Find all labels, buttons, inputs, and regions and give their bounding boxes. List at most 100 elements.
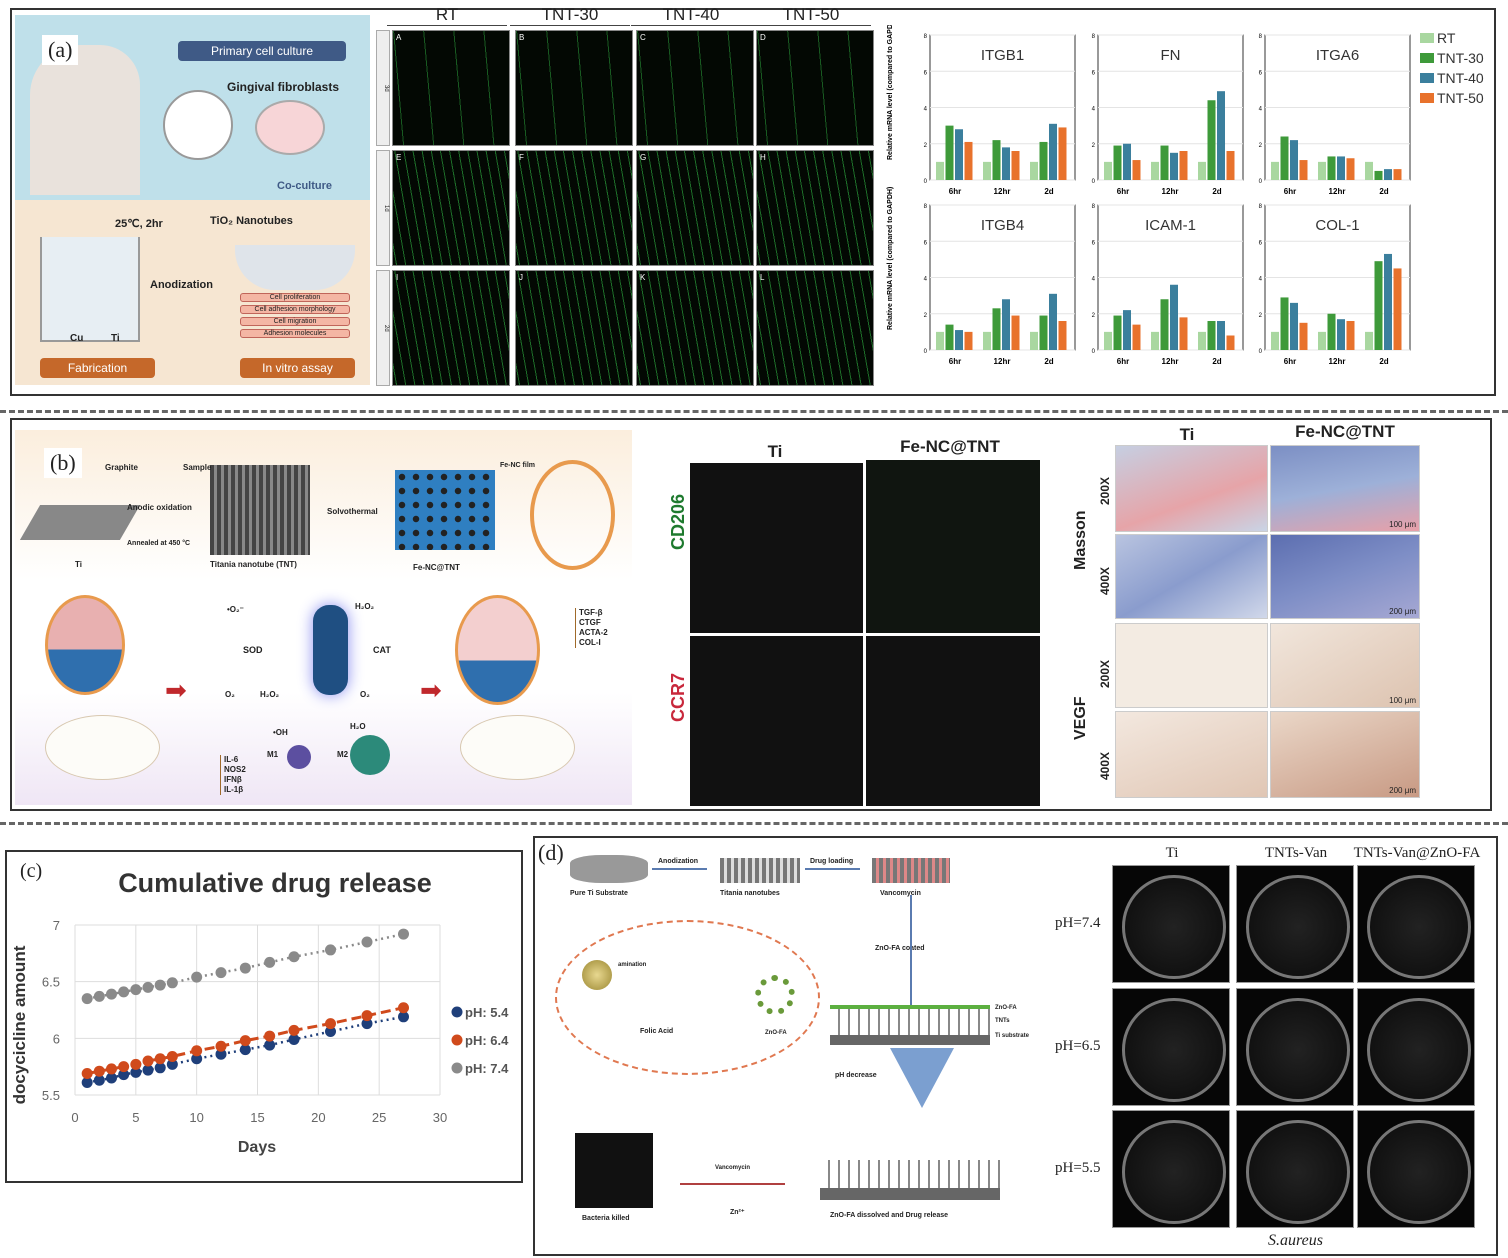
y-tick-label: 4 [1092, 277, 1096, 283]
o2-label: O₂ [225, 690, 235, 699]
data-point [325, 944, 336, 956]
bar [1179, 317, 1188, 350]
data-point [166, 1058, 178, 1070]
x-tick-label: 5 [132, 1110, 139, 1125]
mag-label: 400X [1098, 751, 1112, 780]
data-point [361, 1018, 373, 1030]
fenc-film-zoom [530, 460, 615, 570]
subplot-title: COL-1 [1315, 217, 1359, 234]
gene-label: CTGF [579, 618, 601, 627]
bar [1337, 156, 1345, 180]
drug-release-chart: Cumulative drug release 0 5 10 15 20 25 30 5.5 6 6… [10, 868, 509, 1156]
x-tick-label: 12hr [1329, 187, 1346, 196]
histo-col-fenc: Fe-NC@TNT [1295, 422, 1395, 441]
dissolved-label: ZnO-FA dissolved and Drug release [830, 1212, 948, 1219]
bar [1002, 147, 1010, 180]
y-tick-label: 7 [53, 918, 60, 933]
bar [1011, 151, 1020, 180]
subplot-title: FN [1161, 47, 1181, 64]
zno-coated-label: ZnO-FA coated [875, 945, 925, 952]
data-point [130, 984, 142, 996]
ph-decrease-label: pH decrease [835, 1072, 877, 1079]
micro-row-label: 3d [376, 30, 390, 146]
in-vitro-assay-label: In vitro assay [240, 358, 355, 378]
data-point [106, 1072, 117, 1084]
legend-label: TNT-50 [1437, 90, 1484, 106]
if-col-ti: Ti [767, 442, 783, 461]
histo-image: 200 μm [1270, 534, 1420, 619]
x-tick-label: 6hr [949, 357, 961, 366]
bar [1113, 315, 1122, 350]
legend-swatch [1420, 53, 1434, 63]
fenc-tnt-illustration [395, 470, 495, 550]
mrna-bar-charts: 0 2 4 6 8 ITGB1 6hr 12hr 2d 0 2 4 6 8 FN 6hr 12hr 2d 0 2 4 6 8… [887, 25, 1484, 366]
y-tick-label: 0 [924, 349, 928, 355]
petri-dish-illustration [255, 100, 325, 155]
data-point [154, 979, 166, 991]
x-tick-label: 12hr [1162, 357, 1179, 366]
y-tick-label: 4 [1259, 277, 1263, 283]
bar [1290, 302, 1298, 350]
data-point [264, 1039, 276, 1051]
petri-dish-image [1357, 865, 1475, 983]
petri-dish-image [1112, 865, 1230, 983]
bar [1271, 161, 1279, 180]
primary-culture-label: Primary cell culture [178, 41, 346, 61]
bar [1226, 335, 1235, 350]
bar [992, 140, 1001, 180]
bar [983, 161, 991, 180]
data-point [93, 1074, 105, 1086]
y-tick-label: 6 [924, 70, 928, 76]
x-tick-label: 2d [1212, 357, 1221, 366]
arrow [680, 1183, 785, 1185]
plate-col-header: TNTs-Van@ZnO-FA [1353, 845, 1481, 861]
x-tick-label: 12hr [1162, 187, 1179, 196]
data-point [361, 936, 373, 948]
fluorescence-image: G [636, 150, 754, 266]
bar [1393, 268, 1402, 350]
gene-label: NOS2 [224, 765, 246, 774]
micro-row-label: 2d [376, 270, 390, 386]
panel-letter: B [519, 33, 525, 42]
data-point [215, 1040, 227, 1052]
legend-marker [451, 1062, 463, 1074]
legend-label: RT [1437, 30, 1456, 46]
petri-dish-image [1236, 1110, 1354, 1228]
h2o2-label: H₂O₂ [355, 602, 375, 611]
bar [1217, 91, 1225, 180]
micro-col-header: TNT-30 [510, 5, 630, 26]
y-tick-label: 5.5 [42, 1088, 60, 1103]
plate-row-label: pH=7.4 [1055, 915, 1101, 931]
micro-col-header: TNT-40 [631, 5, 751, 26]
data-point [398, 1011, 409, 1023]
bar [1104, 331, 1112, 350]
panel-c-frame [5, 850, 523, 1183]
histo-image [1115, 445, 1268, 532]
ti-plate-illustration [19, 505, 141, 540]
x-tick-label: 30 [433, 1110, 447, 1125]
data-point [215, 967, 227, 979]
bar [1002, 299, 1010, 350]
m2-macrophage [350, 735, 390, 775]
data-point [130, 1058, 142, 1070]
bar [983, 331, 991, 350]
bar [1207, 321, 1216, 350]
y-tick-label: 2 [1259, 143, 1263, 149]
histo-col-ti: Ti [1179, 425, 1195, 444]
bar [1039, 141, 1048, 180]
bar [1132, 324, 1141, 350]
panel-b-schematic: Graphite Sample Anodic oxidation Anneale… [15, 430, 632, 805]
subplot-title: ITGB1 [981, 47, 1024, 64]
plates-caption: S.aureus [1268, 1232, 1323, 1249]
panel-d-frame [533, 836, 1498, 1256]
bar [1123, 310, 1131, 350]
h2o-label: H₂O [350, 722, 366, 731]
panel-d-label: (d) [538, 840, 564, 865]
tooth-illustration [163, 90, 233, 160]
assay-list: Cell proliferation Cell adhesion morphol… [240, 293, 350, 338]
y-tick-label: 8 [1259, 204, 1263, 210]
bar [1170, 284, 1178, 350]
assay-item: Cell proliferation [240, 293, 350, 302]
bar [992, 308, 1001, 350]
graphite-label: Graphite [105, 463, 138, 472]
